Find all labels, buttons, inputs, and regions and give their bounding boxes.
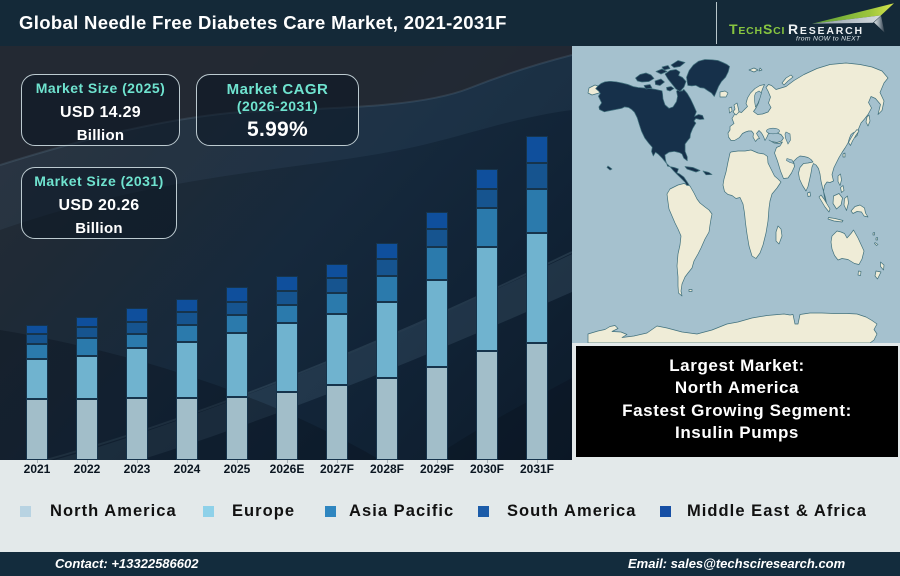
- svg-text:RESEARCH: RESEARCH: [788, 21, 864, 37]
- svg-text:TECHSCI: TECHSCI: [729, 21, 785, 37]
- svg-text:from NOW to NEXT: from NOW to NEXT: [796, 35, 861, 42]
